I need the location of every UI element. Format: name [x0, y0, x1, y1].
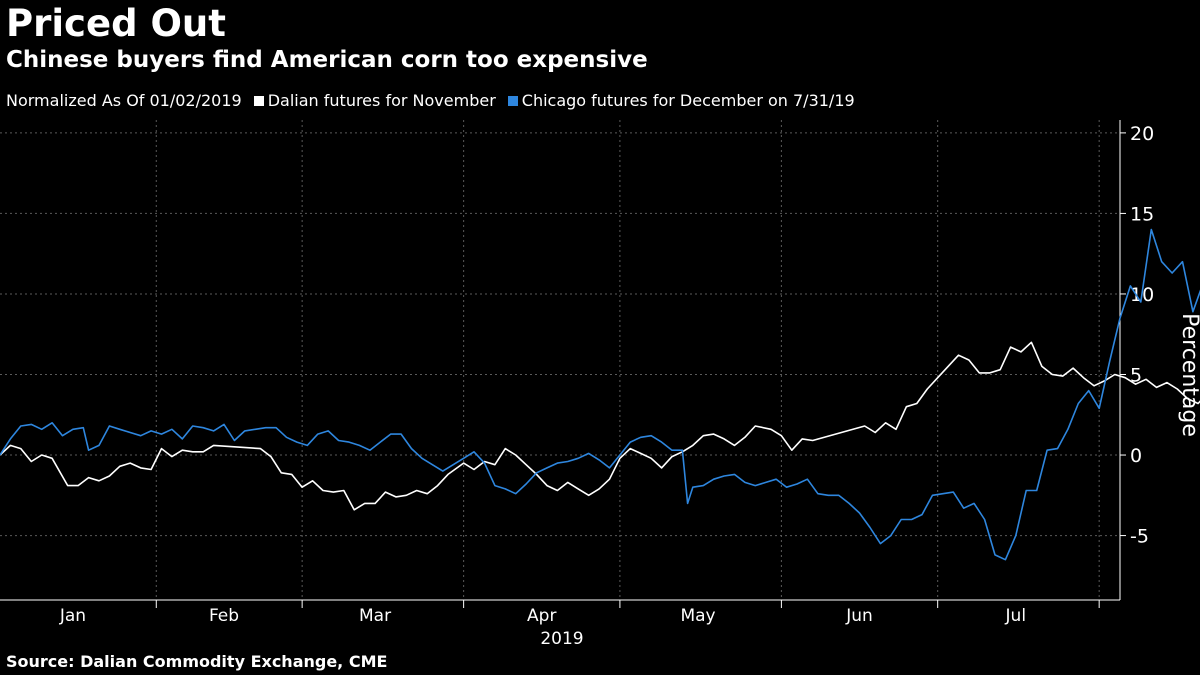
- legend-label-dalian: Dalian futures for November: [267, 91, 496, 110]
- legend-note: Normalized As Of 01/02/2019: [6, 90, 242, 112]
- series-lines: [0, 228, 1200, 561]
- x-tick-label: Jan: [59, 606, 86, 626]
- x-tick-label: Jul: [1005, 606, 1027, 626]
- source-note: Source: Dalian Commodity Exchange, CME: [6, 652, 388, 671]
- series-line-chicago: [0, 228, 1200, 561]
- x-tick-label: Apr: [527, 606, 556, 626]
- x-tick-label: Feb: [209, 606, 239, 626]
- legend-item-dalian: Dalian futures for November: [253, 90, 496, 112]
- y-tick-label: 0: [1130, 445, 1142, 467]
- legend-label-chicago: Chicago futures for December on 7/31/19: [521, 91, 855, 110]
- chart-subtitle: Chinese buyers find American corn too ex…: [6, 47, 648, 73]
- x-axis-year-label: 2019: [540, 629, 583, 649]
- y-tick-label: 20: [1130, 123, 1154, 145]
- legend-note-text: Normalized As Of 01/02/2019: [6, 91, 242, 110]
- y-tick-label: 15: [1130, 203, 1154, 225]
- legend-item-chicago: Chicago futures for December on 7/31/19: [507, 90, 855, 112]
- legend-swatch-dalian: [253, 96, 264, 106]
- x-tick-label: May: [680, 606, 715, 626]
- x-tick-label: Mar: [359, 606, 391, 626]
- legend-swatch-chicago: [507, 96, 518, 106]
- y-tick-label: -5: [1130, 526, 1149, 548]
- legend: Normalized As Of 01/02/2019 Dalian futur…: [6, 90, 867, 112]
- x-tick-label: Jun: [845, 606, 873, 626]
- grid: [0, 120, 1120, 600]
- chart-title: Priced Out: [6, 2, 226, 45]
- y-tick-label: 5: [1130, 364, 1142, 386]
- y-axis-label: Percentage: [1177, 313, 1200, 437]
- series-line-dalian: [0, 341, 1200, 511]
